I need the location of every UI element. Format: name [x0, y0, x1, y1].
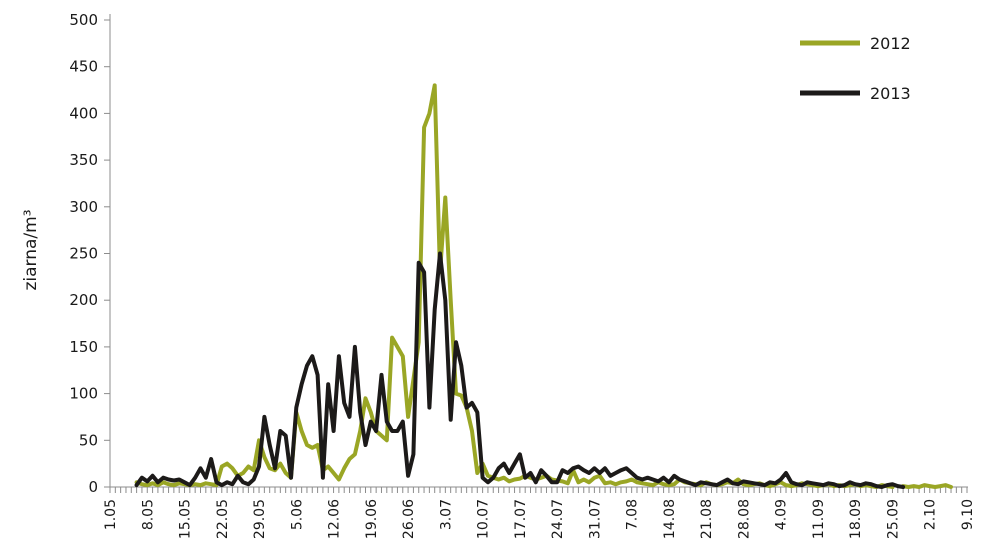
x-tick-label: 21.08: [699, 499, 715, 539]
y-axis-title: ziarna/m³: [21, 209, 41, 290]
x-tick-label: 15.05: [178, 499, 194, 539]
x-tick-label: 17.07: [513, 499, 529, 539]
x-tick-label: 10.07: [476, 499, 492, 539]
series-group: [134, 83, 953, 489]
x-tick-label: 22.05: [215, 499, 231, 539]
x-tick-label: 31.07: [587, 499, 603, 539]
x-tick-label: 1.05: [103, 499, 119, 530]
legend: 2012 2013: [800, 34, 911, 103]
series-line-2013: [134, 251, 906, 489]
y-tick-label: 500: [69, 11, 98, 29]
x-tick-label: 28.08: [736, 499, 752, 539]
y-tick-label: 100: [69, 385, 98, 403]
x-tick-label: 2.10: [923, 499, 939, 530]
x-tick-label: 8.05: [140, 499, 156, 530]
y-tick-label: 350: [69, 151, 98, 169]
y-tick-label: 0: [88, 478, 98, 496]
x-tick-label: 24.07: [550, 499, 566, 539]
y-tick-label: 200: [69, 291, 98, 309]
x-tick-label: 12.06: [327, 499, 343, 539]
x-tick-label: 3.07: [438, 499, 454, 530]
x-tick-label: 4.09: [774, 499, 790, 530]
y-tick-label: 450: [69, 58, 98, 76]
y-tick-label: 300: [69, 198, 98, 216]
x-tick-label: 7.08: [625, 499, 641, 530]
x-tick-label: 5.06: [289, 499, 305, 530]
y-axis-ticks: 0 50 100 150 200 250 300 350 400 450 500: [69, 11, 110, 496]
x-tick-label: 11.09: [811, 499, 827, 539]
x-tick-label: 18.09: [848, 499, 864, 539]
series-line-2012: [901, 483, 953, 489]
x-tick-label: 9.10: [960, 499, 976, 530]
x-tick-label: 14.08: [662, 499, 678, 539]
x-tick-label: 26.06: [401, 499, 417, 539]
legend-label-2012: 2012: [870, 34, 911, 53]
legend-label-2013: 2013: [870, 84, 911, 103]
x-axis-ticks: 1.05 8.05 15.05 22.05 29.05 5.06 12.06 19.06 26.…: [103, 499, 976, 539]
x-tick-label: 29.05: [252, 499, 268, 539]
y-tick-label: 150: [69, 338, 98, 356]
y-tick-label: 50: [79, 431, 98, 449]
series-line-2012: [134, 83, 895, 489]
y-tick-label: 250: [69, 245, 98, 263]
y-tick-label: 400: [69, 104, 98, 122]
x-tick-label: 19.06: [364, 499, 380, 539]
axes: [109, 14, 968, 493]
x-tick-label: 25.09: [885, 499, 901, 539]
